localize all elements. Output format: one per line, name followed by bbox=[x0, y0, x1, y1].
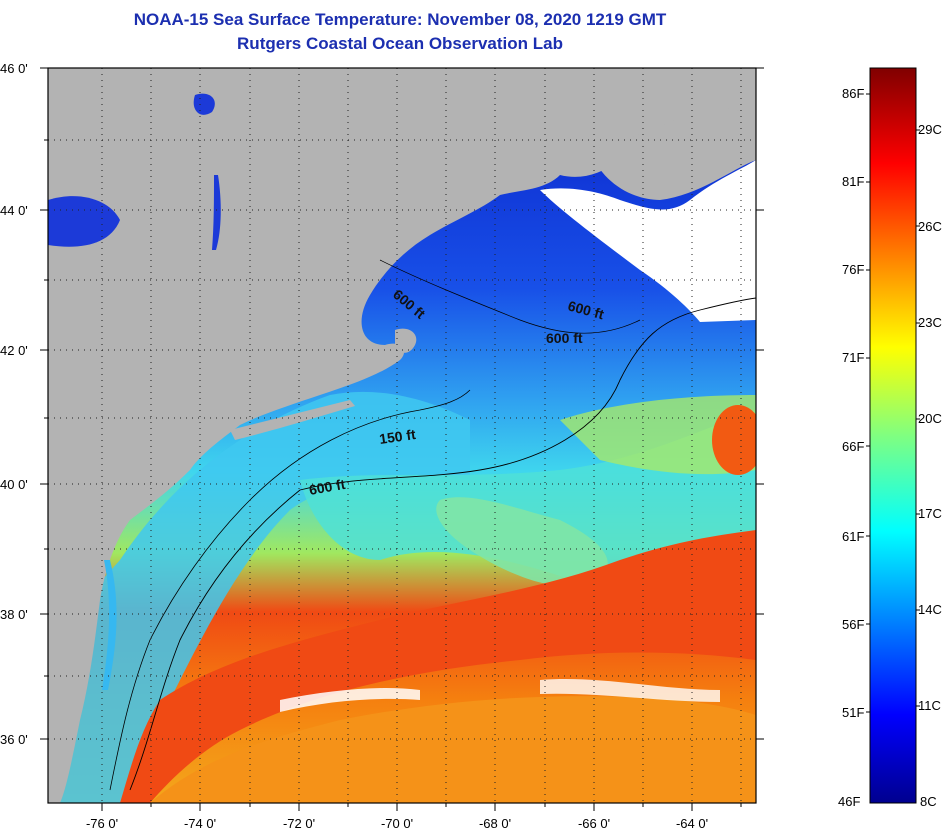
colorbar-c-label: 17C bbox=[918, 506, 942, 521]
colorbar-f-label: 56F bbox=[842, 617, 864, 632]
land-mainland bbox=[48, 68, 756, 803]
colorbar-c-label: 11C bbox=[918, 698, 941, 713]
colorbar-c-label: 14C bbox=[918, 602, 942, 617]
colorbar bbox=[869, 67, 917, 804]
lon-label: -72 0' bbox=[283, 816, 315, 831]
land-nova-scotia bbox=[590, 107, 756, 200]
lon-label: -74 0' bbox=[184, 816, 216, 831]
contour-label: 150 ft bbox=[378, 426, 417, 447]
green-band bbox=[560, 395, 756, 475]
lake bbox=[193, 93, 215, 115]
cloud-patch bbox=[280, 688, 420, 712]
lon-label: -76 0' bbox=[86, 816, 118, 831]
gulf-stream bbox=[120, 530, 756, 803]
contour-label: 600 ft bbox=[546, 330, 583, 346]
colorbar-c-label: 26C bbox=[918, 219, 942, 234]
lat-label: 44 0' bbox=[0, 203, 28, 218]
colorbar-ticks bbox=[866, 93, 920, 713]
contour-gulf-of-maine bbox=[379, 259, 641, 334]
lake-champlain bbox=[212, 175, 221, 250]
sargasso-water bbox=[150, 696, 756, 803]
lat-label: 38 0' bbox=[0, 607, 28, 622]
lat-label: 46 0' bbox=[0, 61, 28, 76]
colorbar-f-label: 76F bbox=[842, 262, 864, 277]
lat-label: 40 0' bbox=[0, 477, 28, 492]
lake-ontario bbox=[48, 196, 120, 247]
land-long-island bbox=[230, 400, 355, 440]
colorbar-c-label: 20C bbox=[918, 411, 942, 426]
chesapeake-bay bbox=[102, 560, 117, 690]
contour-150ft bbox=[109, 389, 471, 791]
contour-600ft bbox=[129, 297, 756, 791]
warm-core-eddy bbox=[436, 497, 608, 587]
colorbar-c-label: 29C bbox=[918, 122, 942, 137]
graticule bbox=[48, 68, 756, 803]
lat-label: 42 0' bbox=[0, 343, 28, 358]
axis-ticks bbox=[40, 67, 764, 811]
shelf-water bbox=[48, 391, 470, 803]
lon-label: -70 0' bbox=[381, 816, 413, 831]
colorbar-c-label: 8C bbox=[920, 794, 937, 809]
colorbar-f-label: 66F bbox=[842, 439, 864, 454]
colorbar-f-label: 71F bbox=[842, 350, 864, 365]
colorbar-f-label: 81F bbox=[842, 174, 864, 189]
map-title: NOAA-15 Sea Surface Temperature: Novembe… bbox=[133, 10, 667, 29]
lon-label: -64 0' bbox=[676, 816, 708, 831]
lat-label: 36 0' bbox=[0, 732, 28, 747]
cloud-patch bbox=[540, 678, 720, 702]
lon-label: -66 0' bbox=[578, 816, 610, 831]
colorbar-f-label: 46F bbox=[838, 794, 860, 809]
colorbar-f-label: 86F bbox=[842, 86, 864, 101]
map-subtitle: Rutgers Coastal Ocean Observation Lab bbox=[237, 34, 563, 53]
lon-label: -68 0' bbox=[479, 816, 511, 831]
contour-label: 600 ft bbox=[308, 476, 347, 498]
colorbar-f-label: 51F bbox=[842, 705, 864, 720]
warm-eddy-east bbox=[712, 405, 756, 475]
colorbar-c-label: 23C bbox=[918, 315, 942, 330]
land-cape-cod bbox=[395, 328, 417, 353]
map-frame bbox=[47, 67, 757, 804]
colorbar-f-label: 61F bbox=[842, 529, 864, 544]
